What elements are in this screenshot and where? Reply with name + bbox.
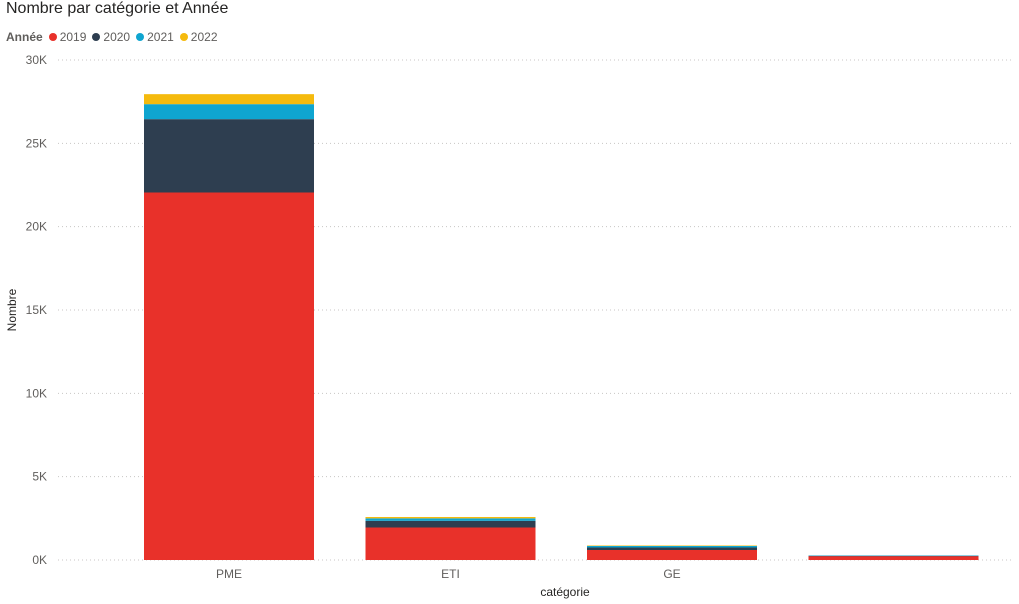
- legend-marker: [179, 33, 188, 41]
- legend-marker: [48, 33, 57, 41]
- bar-segment-2021-blank[interactable]: [808, 555, 979, 557]
- y-tick-label: 0K: [32, 553, 47, 567]
- x-axis-ticks: PME ETI GE: [216, 567, 681, 581]
- bar-segment-2020-GE[interactable]: [587, 547, 757, 551]
- x-tick-label: GE: [663, 567, 680, 581]
- bar-segment-2019-ETI[interactable]: [365, 527, 536, 561]
- y-tick-label: 20K: [26, 220, 47, 234]
- bar-segment-2020-PME[interactable]: [144, 119, 314, 193]
- chart-title: Nombre par catégorie et Année: [6, 0, 229, 17]
- x-tick-label: ETI: [441, 567, 460, 581]
- y-tick-label: 10K: [26, 386, 47, 400]
- legend-marker: [92, 33, 101, 41]
- y-axis-title: Nombre: [5, 288, 19, 331]
- legend-item-2020[interactable]: 2020: [92, 30, 130, 44]
- bar-segment-2022-ETI[interactable]: [365, 517, 536, 519]
- y-tick-label: 30K: [26, 53, 47, 67]
- bar-segment-2021-GE[interactable]: [587, 545, 757, 548]
- bar-segment-2019-PME[interactable]: [144, 192, 314, 561]
- legend-label: 2021: [147, 30, 174, 44]
- bar-segment-2019-blank[interactable]: [808, 555, 979, 560]
- bars: [144, 94, 979, 560]
- bar-segment-2022-GE[interactable]: [587, 545, 757, 547]
- y-axis-ticks: 0K 5K 10K 15K 20K 25K 30K: [26, 53, 47, 567]
- legend-label: 2020: [103, 30, 131, 44]
- legend-label: 2022: [190, 30, 218, 44]
- legend-item-2021[interactable]: 2021: [136, 30, 174, 44]
- y-tick-label: 25K: [26, 136, 47, 150]
- x-axis-title: catégorie: [540, 585, 590, 599]
- bar-segment-2019-GE[interactable]: [587, 550, 757, 560]
- y-tick-label: 5K: [32, 470, 47, 484]
- bar-segment-2021-PME[interactable]: [144, 104, 314, 120]
- bar-segment-2020-ETI[interactable]: [365, 520, 536, 528]
- bar-segment-2021-ETI[interactable]: [365, 518, 536, 521]
- y-tick-label: 15K: [26, 303, 47, 317]
- bar-segment-2022-PME[interactable]: [144, 94, 314, 105]
- legend-item-2019[interactable]: 2019: [48, 30, 87, 44]
- legend-item-2022[interactable]: 2022: [179, 30, 218, 44]
- legend-marker: [136, 33, 145, 41]
- legend-label: 2019: [59, 30, 87, 44]
- legend-title: Année: [6, 30, 43, 44]
- x-tick-label: PME: [216, 567, 242, 581]
- legend: Année 2019 2020 2021 2022: [6, 30, 224, 44]
